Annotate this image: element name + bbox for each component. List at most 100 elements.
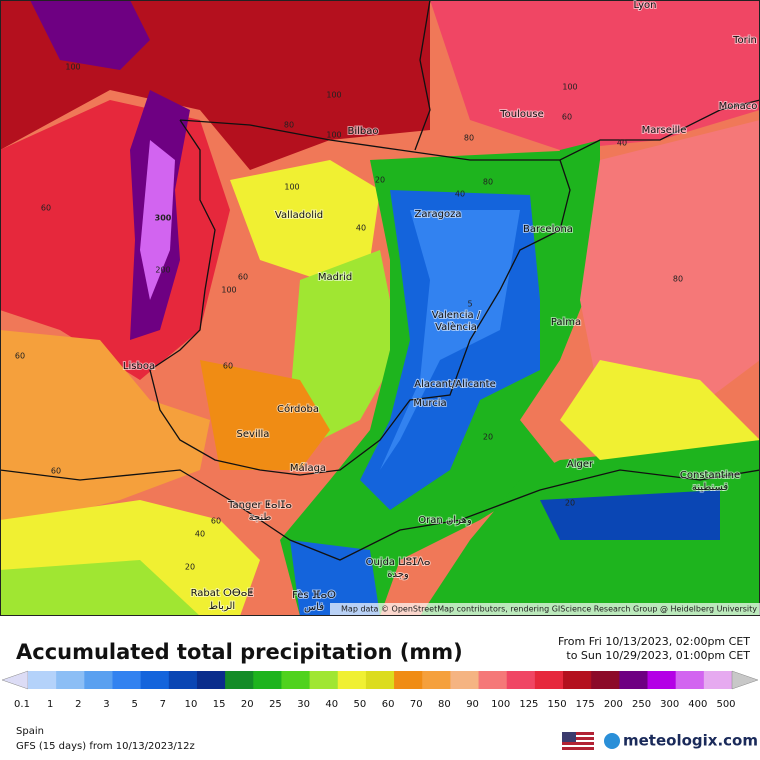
colorbar-tick-label: 60 bbox=[382, 699, 395, 710]
contour-label: 100 bbox=[65, 63, 80, 72]
city-label: Alger bbox=[567, 459, 594, 470]
contour-label: 5 bbox=[467, 300, 472, 309]
city-label: Barcelona bbox=[523, 224, 573, 235]
contour-label: 40 bbox=[195, 530, 205, 539]
colorbar-tick-label: 200 bbox=[604, 699, 623, 710]
colorbar-box bbox=[225, 671, 254, 689]
city-label: وجدة bbox=[387, 569, 409, 580]
contour-label: 20 bbox=[375, 176, 385, 185]
colorbar-box bbox=[506, 671, 536, 689]
colorbar-tick-label: 150 bbox=[547, 699, 566, 710]
map bbox=[1, 1, 759, 615]
region: Spain bbox=[16, 726, 44, 737]
colorbar-tick-label: 20 bbox=[241, 699, 254, 710]
colorbar-tick-label: 7 bbox=[160, 699, 166, 710]
colorbar-tick-label: 10 bbox=[185, 699, 198, 710]
colorbar-box bbox=[309, 671, 339, 689]
contour-label: 20 bbox=[185, 563, 195, 572]
model-run: GFS (15 days) from 10/13/2023/12z bbox=[16, 741, 195, 752]
contour-label: 100 bbox=[326, 131, 341, 140]
colorbar-arrow-left bbox=[1, 670, 29, 690]
colorbar-tick-label: 300 bbox=[660, 699, 679, 710]
city-label: Lisboa bbox=[123, 361, 155, 372]
city-label: Oujda ⵡⵓⵊⴷⴰ bbox=[366, 557, 431, 568]
city-label: Lyon bbox=[633, 0, 656, 11]
colorbar-box bbox=[394, 671, 423, 689]
colorbar-tick-label: 400 bbox=[688, 699, 707, 710]
city-label: Zaragoza bbox=[414, 209, 461, 220]
attribution-bg bbox=[330, 603, 760, 615]
colorbar-box bbox=[534, 671, 564, 689]
contour-label: 20 bbox=[483, 433, 493, 442]
contour-label: 80 bbox=[284, 121, 294, 130]
colorbar-box bbox=[563, 671, 592, 689]
city-label: قسنطينة bbox=[692, 482, 729, 493]
city-label: Córdoba bbox=[277, 403, 319, 415]
city-label: طنجة bbox=[249, 512, 272, 523]
colorbar-box bbox=[703, 671, 733, 689]
colorbar-tick-label: 70 bbox=[410, 699, 423, 710]
contour-label: 80 bbox=[483, 178, 493, 187]
flag bbox=[562, 732, 594, 750]
contour-label: 60 bbox=[223, 362, 233, 371]
colorbar-box bbox=[478, 671, 508, 689]
city-label: València bbox=[435, 321, 477, 333]
colorbar-box bbox=[337, 671, 367, 689]
city-label: Sevilla bbox=[237, 429, 270, 440]
city-label: Madrid bbox=[318, 272, 352, 283]
city-label: Tanger ⵟⴰⵏⵊⴰ bbox=[227, 500, 292, 511]
contour-label: 100 bbox=[284, 183, 299, 192]
colorbar-tick-label: 90 bbox=[466, 699, 479, 710]
city-label: Toulouse bbox=[499, 109, 543, 120]
contour-label: 80 bbox=[673, 275, 683, 284]
contour-label: 40 bbox=[455, 190, 465, 199]
colorbar-box bbox=[591, 671, 620, 689]
colorbar-tick-label: 250 bbox=[632, 699, 651, 710]
colorbar-tick-label: 500 bbox=[716, 699, 735, 710]
period-to: to Sun 10/29/2023, 01:00pm CET bbox=[566, 649, 750, 662]
city-label: Málaga bbox=[290, 462, 326, 474]
city-label: Murcia bbox=[413, 398, 446, 409]
contour-label: 60 bbox=[211, 517, 221, 526]
colorbar-box bbox=[112, 671, 142, 689]
city-label: Valencia / bbox=[432, 310, 481, 321]
city-label: Monaco bbox=[719, 101, 758, 112]
colorbar-tick-label: 80 bbox=[438, 699, 451, 710]
colorbar-box bbox=[56, 671, 85, 689]
city-label: Valladolid bbox=[275, 210, 323, 221]
colorbar-box bbox=[281, 671, 311, 689]
city-label: Rabat ⵔⴱⴰⵟ bbox=[191, 588, 254, 599]
colorbar-tick-label: 2 bbox=[75, 699, 81, 710]
colorbar-box bbox=[647, 671, 677, 689]
contour-label: 200 bbox=[155, 266, 170, 275]
attribution: Map data © OpenStreetMap contributors, r… bbox=[341, 605, 757, 614]
city-label: فاس bbox=[304, 602, 324, 613]
contour-label: 100 bbox=[221, 286, 236, 295]
colorbar-tick-label: 15 bbox=[213, 699, 226, 710]
city-label: Constantine bbox=[680, 470, 740, 481]
contour-label: 100 bbox=[326, 91, 341, 100]
colorbar-box bbox=[365, 671, 395, 689]
brand[interactable]: meteologix.com bbox=[623, 732, 758, 750]
city-label: Marseille bbox=[642, 125, 687, 136]
colorbar-tick-label: 5 bbox=[131, 699, 137, 710]
city-label: Palma bbox=[551, 317, 581, 328]
colorbar-box bbox=[253, 671, 282, 689]
city-label: Alacant/Alicante bbox=[414, 379, 495, 390]
contour-label: 20 bbox=[565, 499, 575, 508]
colorbar-arrow-right bbox=[731, 670, 759, 690]
colorbar-box bbox=[675, 671, 705, 689]
city-label: Torin bbox=[732, 35, 757, 46]
colorbar-tick-label: 40 bbox=[325, 699, 338, 710]
colorbar-tick-label: 125 bbox=[519, 699, 538, 710]
contour-label: 80 bbox=[464, 134, 474, 143]
contour-label: 40 bbox=[617, 139, 627, 148]
colorbar-tick-label: 175 bbox=[576, 699, 595, 710]
colorbar-tick-label: 30 bbox=[297, 699, 310, 710]
colorbar-tick-label: 3 bbox=[103, 699, 109, 710]
colorbar-tick-label: 50 bbox=[354, 699, 367, 710]
city-label: Oran وهران bbox=[418, 515, 472, 526]
colorbar-box bbox=[196, 671, 226, 689]
